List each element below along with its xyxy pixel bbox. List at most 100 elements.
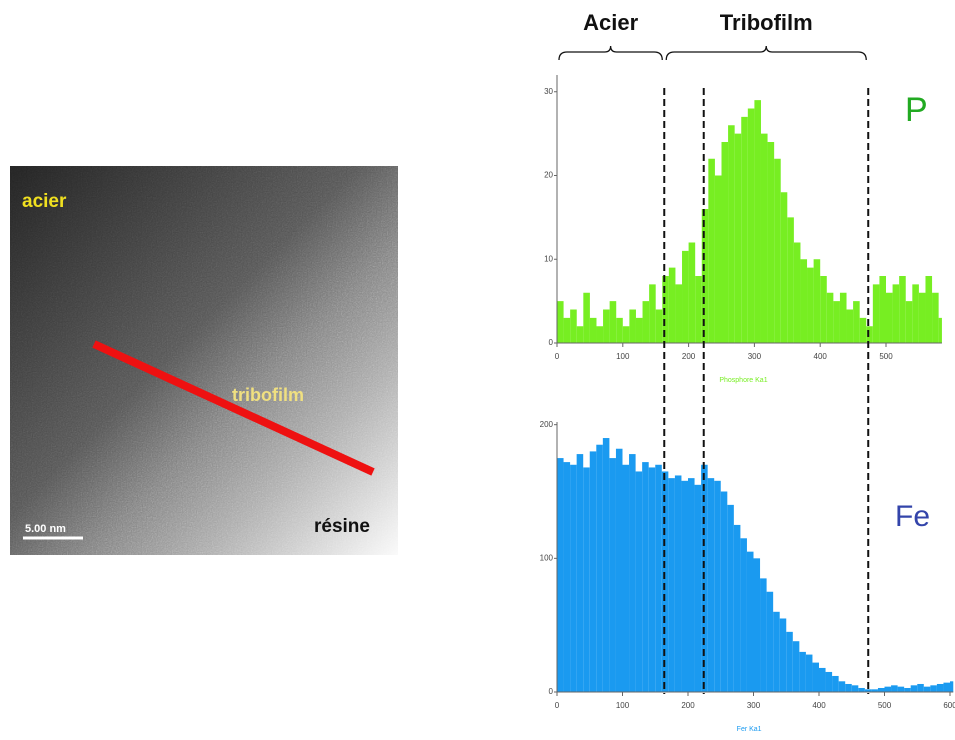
bar (688, 242, 696, 343)
bar (773, 611, 780, 692)
bar (872, 284, 880, 343)
bar (741, 116, 748, 343)
bar (576, 326, 584, 343)
tem-image: acier tribofilm résine 5.00 nm (10, 166, 398, 555)
bar (923, 686, 931, 692)
bar (603, 309, 610, 343)
region-label: Acier (583, 10, 638, 35)
bar (682, 250, 689, 343)
bar (589, 451, 597, 692)
bar (707, 478, 715, 692)
bar (668, 478, 675, 692)
bar (602, 438, 610, 692)
bar (826, 292, 834, 343)
bar (622, 464, 630, 692)
tribofilm-label: tribofilm (232, 385, 304, 405)
bar (596, 326, 604, 343)
image-noise (10, 166, 398, 555)
y-tick-label: 100 (540, 553, 554, 562)
bar (746, 551, 754, 692)
bar (694, 484, 702, 692)
bar (866, 326, 873, 343)
bar (714, 175, 722, 343)
bar (648, 467, 656, 692)
bar (838, 681, 846, 692)
bar (557, 301, 564, 343)
x-tick-label: 500 (878, 701, 892, 710)
bar (779, 618, 787, 692)
bar (655, 309, 663, 343)
bar (812, 662, 819, 692)
bar (688, 478, 695, 692)
bar (800, 259, 808, 343)
bar (681, 480, 688, 692)
steel-label: acier (22, 191, 67, 212)
bar (649, 284, 656, 343)
region-brace (665, 45, 867, 61)
bar (950, 681, 954, 692)
bar (583, 292, 590, 343)
bar (701, 209, 709, 343)
bar (629, 309, 636, 343)
bar (616, 317, 623, 343)
y-tick-label: 0 (549, 338, 554, 347)
bar (884, 686, 892, 692)
bar (720, 491, 728, 692)
bar (886, 292, 893, 343)
bar (662, 276, 669, 343)
x-tick-label: 400 (812, 701, 826, 710)
bar (563, 462, 571, 692)
bar (912, 284, 919, 343)
bar (917, 683, 924, 692)
bar (753, 558, 761, 692)
bar (576, 454, 584, 692)
bar (760, 578, 767, 692)
x-tick-label: 400 (814, 352, 828, 361)
x-tick-label: 200 (682, 352, 696, 361)
y-tick-label: 30 (544, 87, 553, 96)
bar (766, 591, 774, 692)
bar (899, 276, 906, 343)
bar (675, 284, 683, 343)
bar (813, 259, 821, 343)
bar (629, 454, 636, 692)
x-tick-label: 200 (681, 701, 695, 710)
bar (740, 538, 747, 692)
bar (864, 689, 872, 692)
bar (774, 158, 781, 343)
x-tick-label: 600 (943, 701, 955, 710)
bar (910, 685, 918, 692)
bar (668, 267, 676, 343)
bar (943, 682, 950, 692)
x-tick-label: 300 (747, 701, 761, 710)
bar (570, 309, 577, 343)
bar (596, 444, 603, 692)
element-label: P (905, 91, 928, 129)
bar (570, 464, 577, 692)
bar (877, 687, 885, 692)
bar (635, 317, 643, 343)
bar (853, 301, 860, 343)
scale-label: 5.00 nm (25, 523, 66, 535)
bar (825, 671, 833, 692)
bar (563, 317, 571, 343)
bar (897, 686, 905, 692)
x-tick-label: 500 (879, 352, 893, 361)
y-tick-label: 200 (540, 420, 554, 429)
bar (891, 685, 898, 692)
bar (819, 667, 826, 692)
x-tick-label: 0 (555, 352, 560, 361)
bar (799, 651, 806, 692)
region-label: Tribofilm (720, 10, 813, 35)
bar (879, 276, 886, 343)
y-tick-label: 20 (544, 171, 553, 180)
bar (905, 301, 913, 343)
bar (721, 142, 729, 343)
bar (734, 133, 742, 343)
element-label: Fe (895, 500, 930, 533)
bar (925, 276, 933, 343)
bar (609, 458, 616, 692)
profile-line (92, 340, 375, 476)
bar (589, 317, 597, 343)
